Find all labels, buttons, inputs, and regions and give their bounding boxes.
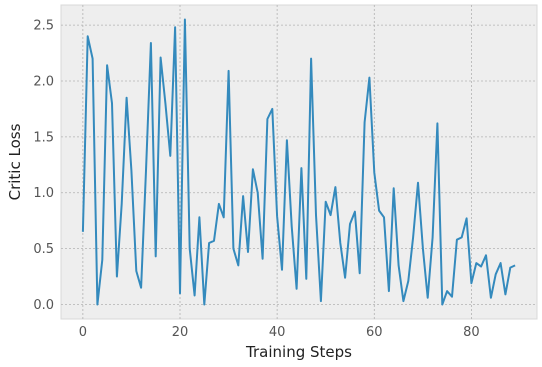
y-tick-labels: 0.0 0.5 1.0 1.5 2.0 2.5 <box>33 19 54 313</box>
y-axis-label: Critic Loss <box>6 123 24 200</box>
x-tick-labels: 0 20 40 60 80 <box>79 325 480 340</box>
y-tick-label: 2.5 <box>33 19 54 34</box>
x-tick-label: 80 <box>463 325 480 340</box>
y-tick-label: 1.5 <box>33 130 54 145</box>
grid-lines <box>61 5 537 319</box>
x-tick-label: 0 <box>79 325 87 340</box>
y-tick-label: 1.0 <box>33 186 54 201</box>
plot-area <box>60 4 538 320</box>
x-tick-label: 60 <box>366 325 383 340</box>
x-tick-label: 20 <box>172 325 189 340</box>
critic-loss-line <box>81 18 516 306</box>
y-tick-label: 0.5 <box>33 242 54 257</box>
y-tick-label: 2.0 <box>33 74 54 89</box>
x-axis-label: Training Steps <box>245 343 352 361</box>
series-layer <box>81 18 516 306</box>
y-tick-label: 0.0 <box>33 298 54 313</box>
x-tick-label: 40 <box>269 325 286 340</box>
